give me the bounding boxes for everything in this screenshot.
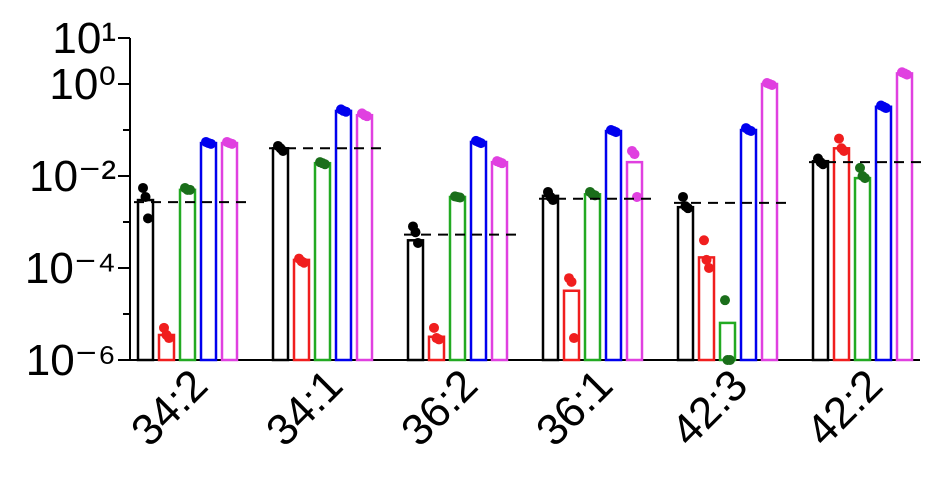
data-point — [410, 227, 421, 238]
bar — [895, 72, 914, 362]
data-point — [569, 333, 579, 344]
data-point — [320, 159, 330, 170]
x-tick-label: 42:2 — [797, 360, 892, 455]
data-point — [429, 322, 439, 333]
bar — [406, 239, 425, 362]
data-point — [566, 276, 577, 287]
data-point — [860, 173, 870, 184]
x-tick-label: 36:2 — [392, 360, 487, 455]
data-point — [278, 145, 288, 156]
x-tick-label: 34:2 — [122, 360, 217, 455]
bar — [178, 188, 197, 362]
data-point — [227, 138, 237, 149]
data-point — [164, 333, 174, 344]
bar — [292, 258, 311, 362]
data-point — [206, 138, 216, 149]
data-point — [455, 192, 465, 203]
data-point — [185, 184, 195, 195]
data-point — [138, 182, 148, 193]
data-point — [299, 257, 309, 268]
data-point — [902, 69, 912, 80]
data-point — [143, 213, 153, 224]
bar — [448, 195, 467, 362]
data-point — [818, 159, 828, 170]
data-point — [725, 355, 735, 365]
bar — [811, 159, 830, 362]
y-tick-label: 10¹ — [52, 14, 116, 63]
data-point — [720, 295, 730, 306]
bar — [697, 256, 716, 362]
data-point — [678, 191, 688, 202]
bar — [541, 194, 560, 362]
data-point — [140, 191, 151, 202]
data-point — [341, 106, 351, 117]
bar — [718, 321, 737, 362]
bar — [676, 205, 695, 362]
y-tick-label: 10⁻⁶ — [26, 336, 116, 385]
data-point — [497, 158, 507, 169]
data-point — [767, 80, 777, 91]
data-point — [413, 237, 423, 248]
data-point — [683, 203, 693, 214]
bar — [583, 193, 602, 362]
data-point — [704, 263, 714, 273]
y-tick-label: 10⁻⁴ — [25, 244, 116, 293]
bar — [832, 147, 851, 362]
data-point — [611, 127, 621, 138]
bar — [469, 140, 488, 362]
data-point — [434, 334, 444, 345]
bar — [136, 198, 155, 362]
bar — [313, 161, 332, 362]
data-point — [881, 103, 891, 114]
data-point — [362, 111, 372, 122]
bar — [271, 147, 290, 362]
data-point — [855, 162, 865, 173]
bar — [625, 160, 644, 362]
data-point — [629, 149, 640, 160]
bar — [739, 128, 758, 362]
bar — [220, 141, 239, 362]
y-tick-label: 10⁰ — [49, 60, 116, 109]
bar — [760, 82, 779, 362]
y-tick-label: 10⁻² — [29, 152, 116, 201]
x-tick-label: 36:1 — [527, 360, 622, 455]
data-point — [548, 195, 558, 206]
data-point — [632, 191, 642, 202]
x-tick-label: 42:3 — [662, 360, 757, 455]
data-point — [746, 126, 756, 137]
bar — [562, 289, 581, 362]
data-point — [476, 138, 486, 149]
bar — [355, 113, 374, 362]
data-point — [701, 254, 712, 265]
bar — [199, 141, 218, 362]
bar — [604, 129, 623, 362]
x-tick-label: 34:1 — [257, 360, 352, 455]
data-point — [699, 235, 709, 246]
data-point — [834, 133, 844, 144]
bar — [874, 105, 893, 362]
bar — [490, 160, 509, 362]
bar — [853, 176, 872, 362]
data-point — [839, 145, 849, 156]
